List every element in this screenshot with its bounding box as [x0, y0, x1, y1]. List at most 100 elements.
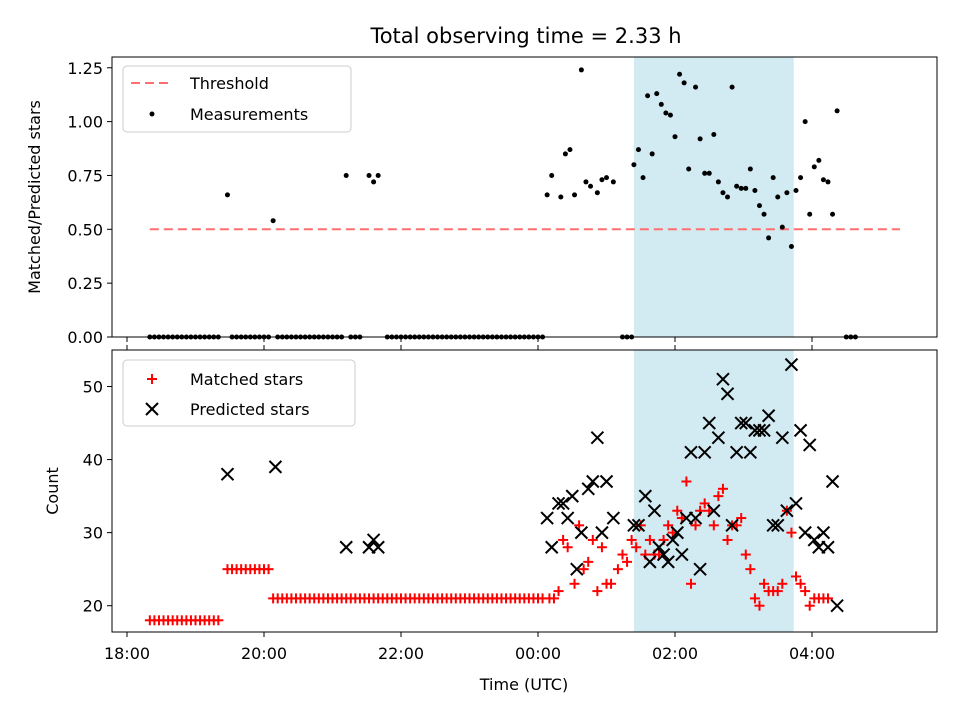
measurement-point [825, 179, 831, 185]
measurement-point [654, 91, 660, 97]
measurement-point [697, 136, 703, 142]
matched-point [699, 498, 710, 509]
predicted-point-b [784, 357, 799, 372]
predicted-point [780, 504, 794, 518]
measurement-point [572, 192, 578, 198]
predicted-point-b [371, 540, 385, 554]
predicted-point-b [757, 423, 771, 438]
predicted-point [771, 518, 785, 533]
matched-point [791, 571, 802, 582]
count-shaded-interval [633, 350, 794, 632]
legend-measurement-swatch [149, 111, 155, 117]
matched-point [713, 491, 724, 502]
predicted-point-b [702, 416, 716, 430]
measurement-point [761, 211, 767, 217]
predicted-point [656, 547, 671, 562]
predicted-point [661, 555, 675, 569]
matched-point [685, 578, 696, 589]
predicted-point [586, 474, 600, 489]
predicted-point-b [599, 474, 614, 489]
measurement-point [567, 147, 573, 153]
predicted-point [702, 416, 716, 430]
predicted-point-b [711, 430, 726, 445]
ratio-legend: Threshold Measurements [122, 65, 352, 133]
predicted-point [775, 430, 790, 445]
matched-point [672, 505, 683, 516]
predicted-point-b [761, 409, 776, 423]
matched-point [587, 534, 598, 545]
ratio-axes-frame [111, 56, 938, 338]
matched-point [745, 564, 756, 575]
predicted-point-b [752, 423, 767, 438]
matched-point [690, 520, 701, 531]
predicted-point-b [586, 474, 600, 489]
matched-point [777, 578, 788, 589]
predicted-point-b [590, 430, 605, 445]
predicted-point [821, 540, 835, 554]
measurement-point [588, 183, 594, 189]
predicted-point-b [556, 496, 570, 511]
measurement-point [798, 175, 804, 181]
measurement-point [706, 170, 712, 176]
predicted-point-b [666, 533, 680, 547]
predicted-point-b [716, 372, 730, 386]
x-axis-label: Time (UTC) [479, 675, 568, 694]
predicted-point [784, 357, 799, 372]
predicted-point [803, 438, 817, 452]
predicted-point [544, 540, 559, 554]
predicted-point [581, 482, 595, 496]
matched-point [631, 542, 642, 553]
matched-points [144, 476, 833, 626]
measurement-point [667, 112, 673, 118]
measurement-point [658, 101, 664, 107]
measurement-point [562, 151, 568, 157]
x-tick-label: 00:00 [515, 644, 561, 663]
matched-point [578, 564, 589, 575]
predicted-point [675, 547, 689, 562]
measurement-point [793, 188, 799, 194]
predicted-point [757, 423, 771, 438]
measurement-point [747, 166, 753, 172]
predicted-point-b [661, 555, 675, 569]
predicted-point-b [339, 540, 353, 554]
measurement-point [811, 164, 817, 170]
predicted-point [560, 511, 575, 525]
predicted-point [574, 525, 589, 540]
matched-point [596, 542, 607, 553]
measurement-point [631, 162, 637, 168]
predicted-point [684, 445, 698, 459]
predicted-point-b [807, 533, 821, 547]
legend-predicted-swatch [145, 402, 159, 416]
measurement-point [770, 175, 776, 181]
predicted-point-b [570, 562, 584, 576]
ratio-y-tick-label: 1.25 [67, 59, 103, 78]
predicted-point-b [675, 547, 689, 562]
predicted-point-b [551, 496, 566, 511]
predicted-point [371, 540, 385, 554]
predicted-point [743, 445, 758, 459]
predicted-point [697, 445, 712, 459]
predicted-point-b [656, 547, 671, 562]
predicted-point-b [734, 416, 748, 430]
predicted-point-b [707, 504, 721, 518]
predicted-point [565, 489, 579, 503]
predicted-point-b [268, 460, 283, 474]
measurement-point [375, 172, 381, 178]
measurement-point [544, 192, 550, 198]
measurement-point [677, 71, 683, 77]
legend-measurement-label: Measurements [190, 105, 308, 124]
predicted-point-b [729, 445, 744, 459]
matched-point [663, 520, 674, 531]
predicted-point [652, 540, 666, 554]
predicted-point [793, 423, 808, 438]
predicted-point-b [697, 445, 712, 459]
x-tick-label: 22:00 [378, 644, 424, 663]
predicted-point-b [771, 518, 785, 533]
count-axis-ticks: 18:00 20:00 22:00 00:00 02:00 04:00 20 30 40 50 [83, 345, 835, 663]
measurement-point [610, 179, 616, 185]
count-ylabel: Count [43, 467, 62, 515]
measurement-point [816, 157, 822, 163]
predicted-points [220, 357, 844, 613]
predicted-point [825, 474, 840, 489]
matched-point [569, 578, 580, 589]
